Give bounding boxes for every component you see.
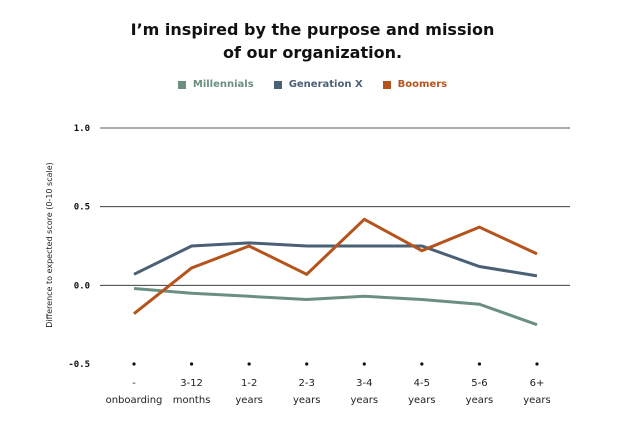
x-tick-label: years — [293, 395, 321, 406]
y-tick-label: 0.5 — [74, 203, 90, 213]
y-tick-label: 0.0 — [74, 281, 90, 291]
legend-item-millennials: Millennials — [177, 79, 254, 90]
x-tick-label: years — [235, 395, 263, 406]
chart-legend: Millennials Generation X Boomers — [0, 79, 625, 90]
legend-swatch-millennials — [177, 80, 186, 89]
chart-title-line-1: I’m inspired by the purpose and mission — [130, 20, 495, 39]
x-axis-tick-dot — [420, 362, 424, 366]
legend-swatch-boomers — [382, 80, 391, 89]
x-tick-label: 4-5 — [414, 378, 430, 389]
x-tick-label: 3-4 — [356, 378, 372, 389]
x-axis: - onboarding 3-12 months 1-2 years 2-3 years 3-4… — [106, 362, 551, 406]
x-axis-tick-dot — [247, 362, 251, 366]
x-tick-label: - — [132, 378, 136, 389]
x-tick-label: years — [523, 395, 551, 406]
legend-label-millennials: Millennials — [192, 79, 254, 90]
x-tick-label: 5-6 — [471, 378, 487, 389]
chart-title: I’m inspired by the purpose and mission … — [0, 18, 625, 64]
x-axis-tick-dot — [535, 362, 539, 366]
x-tick-label: 2-3 — [299, 378, 315, 389]
series-lines — [133, 217, 538, 327]
x-tick-label: years — [408, 395, 436, 406]
legend-swatch-generation-x — [273, 80, 282, 89]
x-axis-tick-dot — [189, 362, 194, 366]
series-line-millennials — [133, 287, 538, 327]
x-tick-label: months — [173, 395, 211, 406]
y-axis-ticks: 1.0 0.5 0.0 -0.5 — [68, 124, 90, 370]
legend-item-generation-x: Generation X — [273, 79, 363, 90]
y-tick-label: 1.0 — [74, 124, 90, 134]
y-tick-label: -0.5 — [68, 360, 90, 370]
x-tick-label: onboarding — [106, 395, 163, 406]
legend-item-boomers: Boomers — [382, 79, 448, 90]
x-axis-tick-dot — [305, 362, 309, 366]
x-tick-label: 6+ — [530, 378, 545, 389]
x-tick-label: 1-2 — [241, 378, 257, 389]
gridlines — [100, 127, 570, 286]
legend-label-boomers: Boomers — [397, 79, 448, 90]
x-axis-tick-dot — [477, 362, 482, 366]
series-line-boomers — [133, 217, 538, 315]
y-axis-label: Difference to expected score (0-10 scale… — [45, 162, 54, 328]
x-tick-label: years — [351, 395, 379, 406]
x-axis-tick-dot — [132, 362, 136, 366]
x-axis-tick-dot — [362, 362, 366, 366]
x-tick-label: years — [466, 395, 494, 406]
legend-label-generation-x: Generation X — [288, 79, 363, 90]
chart-title-line-2: of our organization. — [222, 43, 403, 62]
x-tick-label: 3-12 — [180, 378, 203, 389]
